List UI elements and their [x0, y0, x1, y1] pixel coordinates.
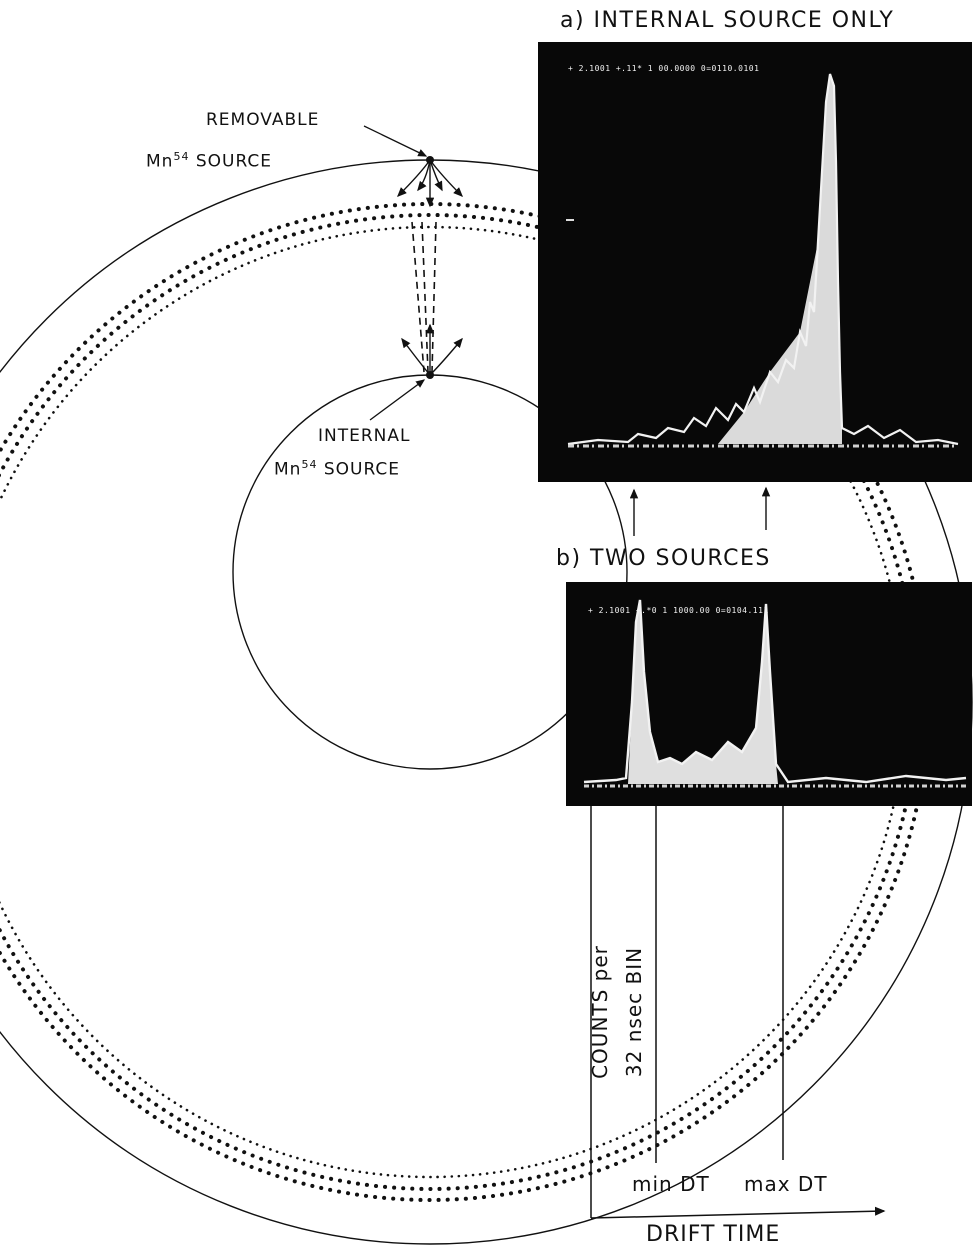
removable-source-label-line1: REMOVABLE: [206, 110, 320, 130]
removable-label-pointer: [363, 125, 428, 157]
trace-a-plot: [566, 73, 959, 448]
x-axis-label: DRIFT TIME: [646, 1222, 781, 1247]
y-axis-label-line1: COUNTS per: [588, 945, 612, 1079]
internal-source-emission-arrows: [401, 323, 463, 376]
trace-a-fill: [718, 74, 842, 444]
internal-source-label-line2: Mn54 SOURCE: [274, 458, 401, 480]
schematic-axes: [586, 750, 886, 1219]
panel-a-title: a) INTERNAL SOURCE ONLY: [560, 8, 895, 33]
scope-readout-a: + 2.1001 +.11* 1 00.0000 0=0110.0101: [568, 64, 760, 73]
trace-b-body-fill: [628, 600, 778, 784]
y-axis-label-line2: 32 nsec BIN: [622, 946, 646, 1078]
drift-path-dashed: [411, 221, 437, 373]
min-dt-label: min DT: [632, 1172, 710, 1196]
oscilloscope-trace-b-body: + 2.1001 +.*0 1 1000.00 0=0104.111: [566, 582, 972, 806]
removable-source-emission-arrows: [397, 159, 463, 208]
trace-b-body-plot: [583, 599, 967, 788]
internal-label-pointer: [369, 379, 426, 421]
panel-b-title: b) TWO SOURCES: [556, 546, 771, 571]
removable-source-label-line2: Mn54 SOURCE: [146, 150, 273, 172]
internal-source-label-line1: INTERNAL: [318, 426, 411, 446]
scope-readout-b-body: + 2.1001 +.*0 1 1000.00 0=0104.111: [588, 606, 769, 615]
max-dt-label: max DT: [744, 1172, 828, 1196]
oscilloscope-trace-a: + 2.1001 +.11* 1 00.0000 0=0110.0101: [538, 42, 972, 482]
